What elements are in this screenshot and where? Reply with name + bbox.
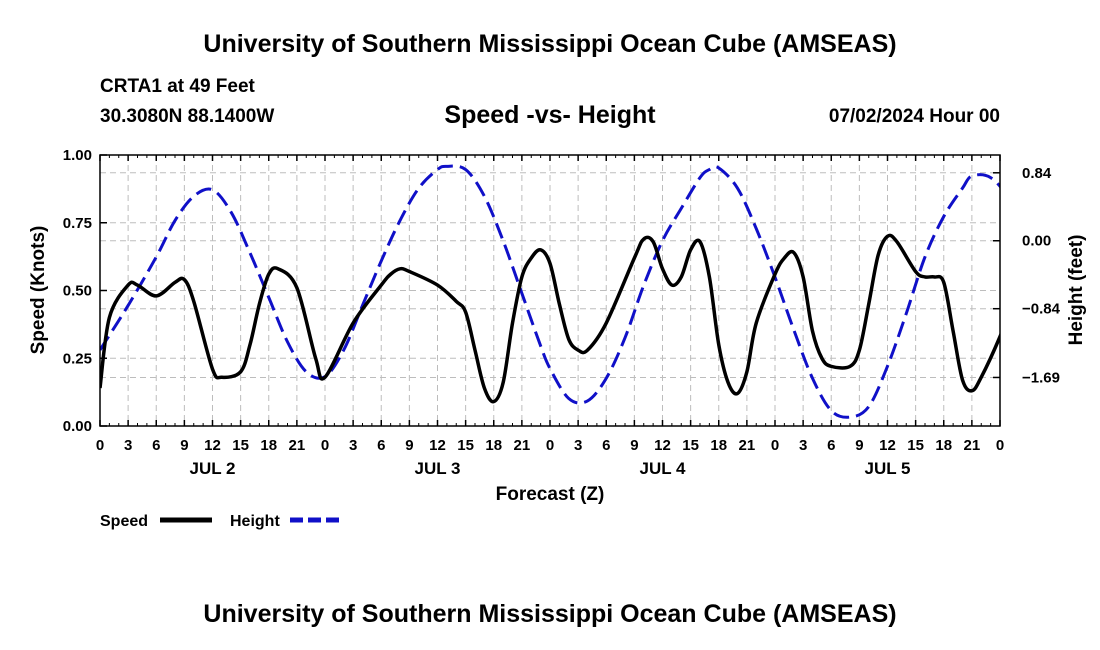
x-tick-label: 3 xyxy=(574,437,582,454)
x-tick-label: 12 xyxy=(654,437,671,454)
y2-axis-label: Height (feet) xyxy=(1066,235,1087,346)
x-tick-label: 9 xyxy=(855,437,863,454)
legend-speed-label: Speed xyxy=(100,513,148,530)
y-axis-label: Speed (Knots) xyxy=(28,226,49,355)
x-tick-label: 15 xyxy=(907,437,924,454)
x-tick-label: 12 xyxy=(879,437,896,454)
x-tick-label: 3 xyxy=(799,437,807,454)
y-tick-label: 0.75 xyxy=(63,215,92,232)
x-tick-label: 6 xyxy=(152,437,160,454)
y2-tick-label: 0.84 xyxy=(1022,165,1052,182)
x-tick-label: 0 xyxy=(996,437,1004,454)
x-tick-label: 12 xyxy=(204,437,221,454)
x-tick-label: 6 xyxy=(827,437,835,454)
x-tick-label: 9 xyxy=(630,437,638,454)
y-tick-label: 0.00 xyxy=(63,418,92,435)
x-tick-label: 21 xyxy=(514,437,531,454)
legend-height-label: Height xyxy=(230,513,280,530)
x-tick-label: 18 xyxy=(935,437,952,454)
x-tick-label: 0 xyxy=(96,437,104,454)
x-tick-label: 3 xyxy=(349,437,357,454)
x-tick-label: 0 xyxy=(321,437,329,454)
x-tick-label: 21 xyxy=(289,437,306,454)
y-tick-label: 1.00 xyxy=(63,147,92,164)
y2-tick-label: 0.00 xyxy=(1022,233,1051,250)
x-tick-label: 6 xyxy=(602,437,610,454)
x-tick-label: 9 xyxy=(405,437,413,454)
x-tick-label: 18 xyxy=(260,437,277,454)
x-tick-label: 3 xyxy=(124,437,132,454)
chart-title: University of Southern Mississippi Ocean… xyxy=(203,30,897,58)
x-tick-label: 15 xyxy=(232,437,249,454)
y2-tick-label: −0.84 xyxy=(1022,301,1061,318)
x-tick-label: 21 xyxy=(964,437,981,454)
station-label: CRTA1 at 49 Feet xyxy=(100,76,255,97)
day-label: JUL 5 xyxy=(865,459,911,478)
y-tick-label: 0.50 xyxy=(63,283,92,300)
x-tick-label: 18 xyxy=(485,437,502,454)
chart-subtitle: Speed -vs- Height xyxy=(444,101,656,129)
y2-tick-label: −1.69 xyxy=(1022,369,1060,386)
x-tick-label: 21 xyxy=(739,437,756,454)
grid-lines xyxy=(100,155,1000,426)
height-series-line xyxy=(100,164,1000,419)
forecast-datestamp: 07/02/2024 Hour 00 xyxy=(828,106,1000,127)
x-tick-label: 15 xyxy=(682,437,699,454)
day-label: JUL 4 xyxy=(640,459,687,478)
axis-ticks: 0 3 6 9 12 15 18 21 0 3 6 9 12 15 18 21 0 3 6 9 12 15 18 21 0 3 6 9… xyxy=(63,147,1061,478)
x-tick-label: 0 xyxy=(771,437,779,454)
x-tick-label: 18 xyxy=(710,437,727,454)
x-tick-label: 0 xyxy=(546,437,554,454)
station-coordinates: 30.3080N 88.1400W xyxy=(100,106,275,127)
legend: Speed Height xyxy=(100,513,342,530)
speed-series-line xyxy=(100,233,1000,404)
footer-title: University of Southern Mississippi Ocean… xyxy=(203,600,897,628)
x-tick-label: 15 xyxy=(457,437,474,454)
x-tick-label: 6 xyxy=(377,437,385,454)
x-tick-label: 12 xyxy=(429,437,446,454)
day-label: JUL 2 xyxy=(190,459,236,478)
x-axis-label: Forecast (Z) xyxy=(496,484,605,505)
x-tick-label: 9 xyxy=(180,437,188,454)
y-tick-label: 0.25 xyxy=(63,350,92,367)
day-label: JUL 3 xyxy=(415,459,461,478)
